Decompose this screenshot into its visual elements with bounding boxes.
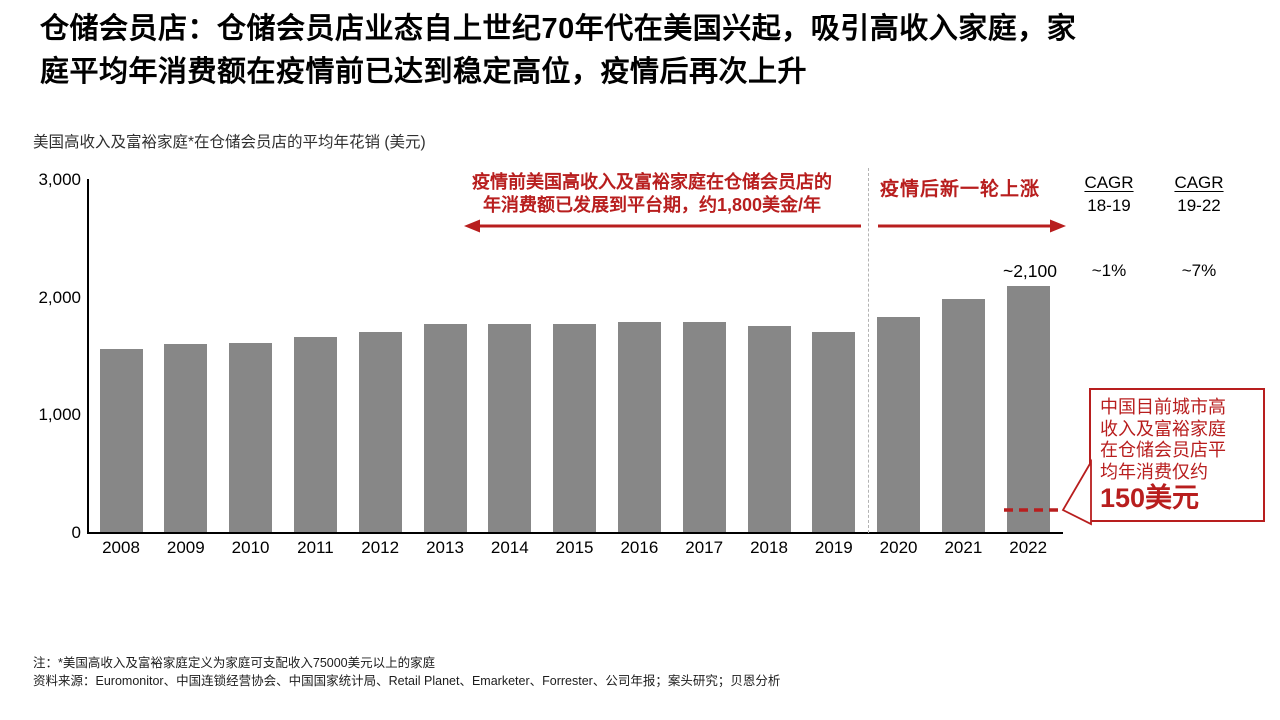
cagr-period: 18-19 xyxy=(1087,196,1131,215)
x-tick-2013: 2013 xyxy=(426,538,464,557)
y-axis-labels: 0 1,000 2,000 3,000 xyxy=(0,170,81,542)
bar-2008 xyxy=(99,349,143,533)
source-line: 资料来源：Euromonitor、中国连锁经营协会、中国国家统计局、Retail… xyxy=(33,674,781,688)
x-tick-2014: 2014 xyxy=(490,538,529,557)
x-tick-2016: 2016 xyxy=(620,538,659,557)
y-tick-0: 0 xyxy=(71,523,81,542)
cagr-column-18-19: CAGR 18-19 ~1% xyxy=(1073,173,1145,281)
cagr-header: CAGR xyxy=(1174,173,1224,192)
footnote: 注：*美国高收入及富裕家庭定义为家庭可支配收入75000美元以上的家庭 xyxy=(33,656,436,670)
x-tick-2017: 2017 xyxy=(685,538,724,557)
plot-area: 2008 2009 2010 2011 2012 2013 2014 2015 2016 2017… xyxy=(88,180,1078,557)
x-tick-2022: 2022 xyxy=(1009,538,1048,557)
x-tick-2018: 2018 xyxy=(750,538,788,557)
y-tick-2000: 2,000 xyxy=(38,287,81,307)
x-tick-2012: 2012 xyxy=(361,538,400,557)
slide-title: 仓储会员店：仓储会员店业态自上世纪70年代在美国兴起，吸引高收入家庭，家庭平均年… xyxy=(40,13,1077,88)
callout-line: 中国目前城市高 xyxy=(1100,397,1226,417)
x-tick-2021: 2021 xyxy=(944,538,983,557)
x-tick-2019: 2019 xyxy=(814,538,853,557)
x-tick-2009: 2009 xyxy=(166,538,205,557)
cagr-value: ~7% xyxy=(1181,261,1217,280)
bar-2016 xyxy=(617,322,661,533)
callout-line: 均年消费仅约 xyxy=(1100,461,1208,482)
y-tick-1000: 1,000 xyxy=(38,405,81,425)
bar-value-label-2022: ~2,100 xyxy=(1002,261,1057,281)
post-covid-note: 疫情后新一轮上涨 xyxy=(880,179,1041,200)
china-callout-box: 中国目前城市高 收入及富裕家庭 在仓储会员店平 均年消费仅约 150美元 xyxy=(1089,388,1265,522)
bar-2009 xyxy=(164,343,208,533)
pre-covid-note-line1: 疫情前美国高收入及富裕家庭在仓储会员店的 xyxy=(472,172,832,192)
bar-2014 xyxy=(488,324,532,533)
y-axis-line xyxy=(87,179,89,534)
x-tick-2011: 2011 xyxy=(297,538,334,557)
bar-2020 xyxy=(877,316,921,533)
bar-2018 xyxy=(747,325,791,533)
y-tick-3000: 3,000 xyxy=(38,170,81,189)
callout-line: 在仓储会员店平 xyxy=(1100,440,1226,460)
cagr-header: CAGR xyxy=(1084,173,1134,192)
x-axis-line xyxy=(88,532,1063,534)
bar-2012 xyxy=(358,331,402,533)
covid-divider-dashed-line xyxy=(868,168,869,533)
x-tick-2008: 2008 xyxy=(102,538,140,557)
chart-subtitle: 美国高收入及富裕家庭*在仓储会员店的平均年花销 (美元) xyxy=(33,134,426,151)
cagr-column-19-22: CAGR 19-22 ~7% xyxy=(1163,173,1235,281)
callout-highlight-value: 150美元 xyxy=(1100,483,1200,513)
bar-2021 xyxy=(941,298,985,533)
bar-2013 xyxy=(423,324,467,533)
bar-2019 xyxy=(812,331,856,533)
x-tick-2010: 2010 xyxy=(231,538,270,557)
pre-covid-note: 疫情前美国高收入及富裕家庭在仓储会员店的 年消费额已发展到平台期，约1,800美… xyxy=(448,171,856,216)
bar-2011 xyxy=(293,337,337,533)
pre-covid-note-line2: 年消费额已发展到平台期，约1,800美金/年 xyxy=(482,194,822,215)
x-tick-2015: 2015 xyxy=(555,538,594,557)
x-tick-2020: 2020 xyxy=(879,538,918,557)
bar-2015 xyxy=(553,323,597,533)
cagr-value: ~1% xyxy=(1091,261,1127,280)
bar-2010 xyxy=(229,342,273,533)
bar-2022 xyxy=(1006,285,1050,533)
callout-line: 收入及富裕家庭 xyxy=(1100,418,1226,439)
cagr-period: 19-22 xyxy=(1177,196,1221,215)
bar-2017 xyxy=(682,322,726,533)
